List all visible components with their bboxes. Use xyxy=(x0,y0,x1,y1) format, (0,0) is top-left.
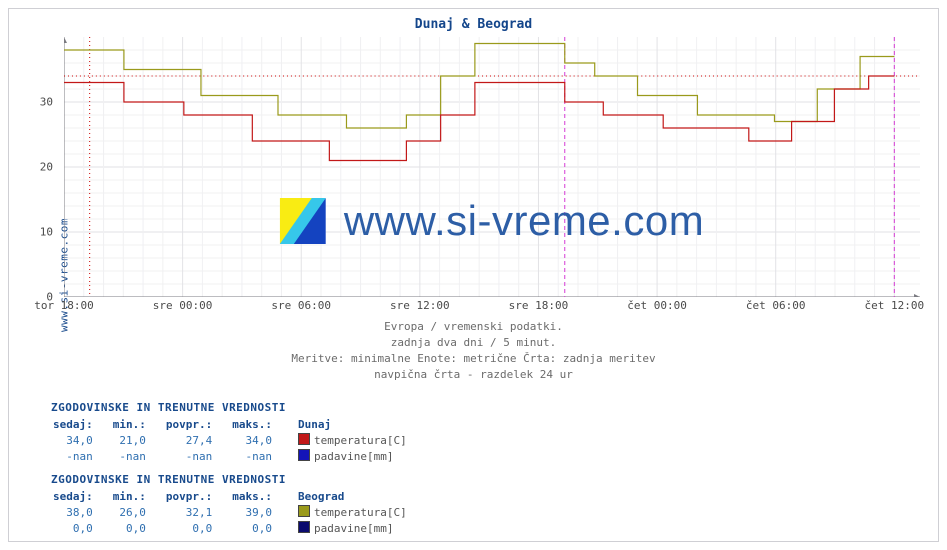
legend-group-name: Beograd xyxy=(292,490,425,503)
legend-col: povpr.: xyxy=(166,490,230,503)
legend-col: min.: xyxy=(113,490,164,503)
legend-value: 34,0 xyxy=(53,433,111,447)
legend-swatch xyxy=(298,449,310,461)
caption-line: Meritve: minimalne Enote: metrične Črta:… xyxy=(9,351,938,367)
x-tick-label: čet 12:00 xyxy=(865,299,925,312)
watermark-text: www.si-vreme.com xyxy=(344,197,704,245)
caption-line: zadnja dva dni / 5 minut. xyxy=(9,335,938,351)
watermark-logo xyxy=(280,198,326,244)
legend-series-label: padavine[mm] xyxy=(292,449,425,463)
legend-col: min.: xyxy=(113,418,164,431)
legend-value: 38,0 xyxy=(53,505,111,519)
watermark: www.si-vreme.com xyxy=(280,197,704,245)
legend-header: ZGODOVINSKE IN TRENUTNE VREDNOSTI xyxy=(51,401,427,414)
legend-value: -nan xyxy=(113,449,164,463)
legend-value: 26,0 xyxy=(113,505,164,519)
caption-line: navpična črta - razdelek 24 ur xyxy=(9,367,938,383)
x-tick-label: čet 00:00 xyxy=(627,299,687,312)
legend-value: 0,0 xyxy=(232,521,290,535)
legend-value: 21,0 xyxy=(113,433,164,447)
legend-series-label: temperatura[C] xyxy=(292,433,425,447)
chart-captions: Evropa / vremenski podatki. zadnja dva d… xyxy=(9,319,938,383)
legend-value: 0,0 xyxy=(113,521,164,535)
y-tick-label: 30 xyxy=(40,96,53,109)
legend-value: 39,0 xyxy=(232,505,290,519)
legend-value: -nan xyxy=(53,449,111,463)
legend-value: 0,0 xyxy=(166,521,230,535)
legend-series-label: temperatura[C] xyxy=(292,505,425,519)
x-tick-label: tor 18:00 xyxy=(34,299,94,312)
chart-area xyxy=(64,37,920,297)
legend-header: ZGODOVINSKE IN TRENUTNE VREDNOSTI xyxy=(51,473,427,486)
y-tick-label: 10 xyxy=(40,226,53,239)
legend-group: ZGODOVINSKE IN TRENUTNE VREDNOSTIsedaj:m… xyxy=(51,401,427,465)
legend-swatch xyxy=(298,433,310,445)
legend-col: sedaj: xyxy=(53,418,111,431)
legend-series-label: padavine[mm] xyxy=(292,521,425,535)
legend-col: maks.: xyxy=(232,490,290,503)
x-tick-label: čet 06:00 xyxy=(746,299,806,312)
legend-value: 27,4 xyxy=(166,433,230,447)
legend-col: povpr.: xyxy=(166,418,230,431)
legend-value: 34,0 xyxy=(232,433,290,447)
x-tick-label: sre 12:00 xyxy=(390,299,450,312)
legend-swatch xyxy=(298,521,310,533)
legend-col: sedaj: xyxy=(53,490,111,503)
x-tick-label: sre 18:00 xyxy=(509,299,569,312)
caption-line: Evropa / vremenski podatki. xyxy=(9,319,938,335)
x-axis-labels: tor 18:00sre 00:00sre 06:00sre 12:00sre … xyxy=(64,299,920,313)
x-tick-label: sre 06:00 xyxy=(271,299,331,312)
y-tick-label: 20 xyxy=(40,161,53,174)
legend-value: -nan xyxy=(166,449,230,463)
legend-col: maks.: xyxy=(232,418,290,431)
y-axis-labels: 0102030 xyxy=(9,37,59,297)
x-tick-label: sre 00:00 xyxy=(153,299,213,312)
legend-value: 0,0 xyxy=(53,521,111,535)
chart-title: Dunaj & Beograd xyxy=(9,17,938,32)
legend-group: ZGODOVINSKE IN TRENUTNE VREDNOSTIsedaj:m… xyxy=(51,473,427,537)
legend-value: 32,1 xyxy=(166,505,230,519)
legend-swatch xyxy=(298,505,310,517)
legend-group-name: Dunaj xyxy=(292,418,425,431)
legend-value: -nan xyxy=(232,449,290,463)
